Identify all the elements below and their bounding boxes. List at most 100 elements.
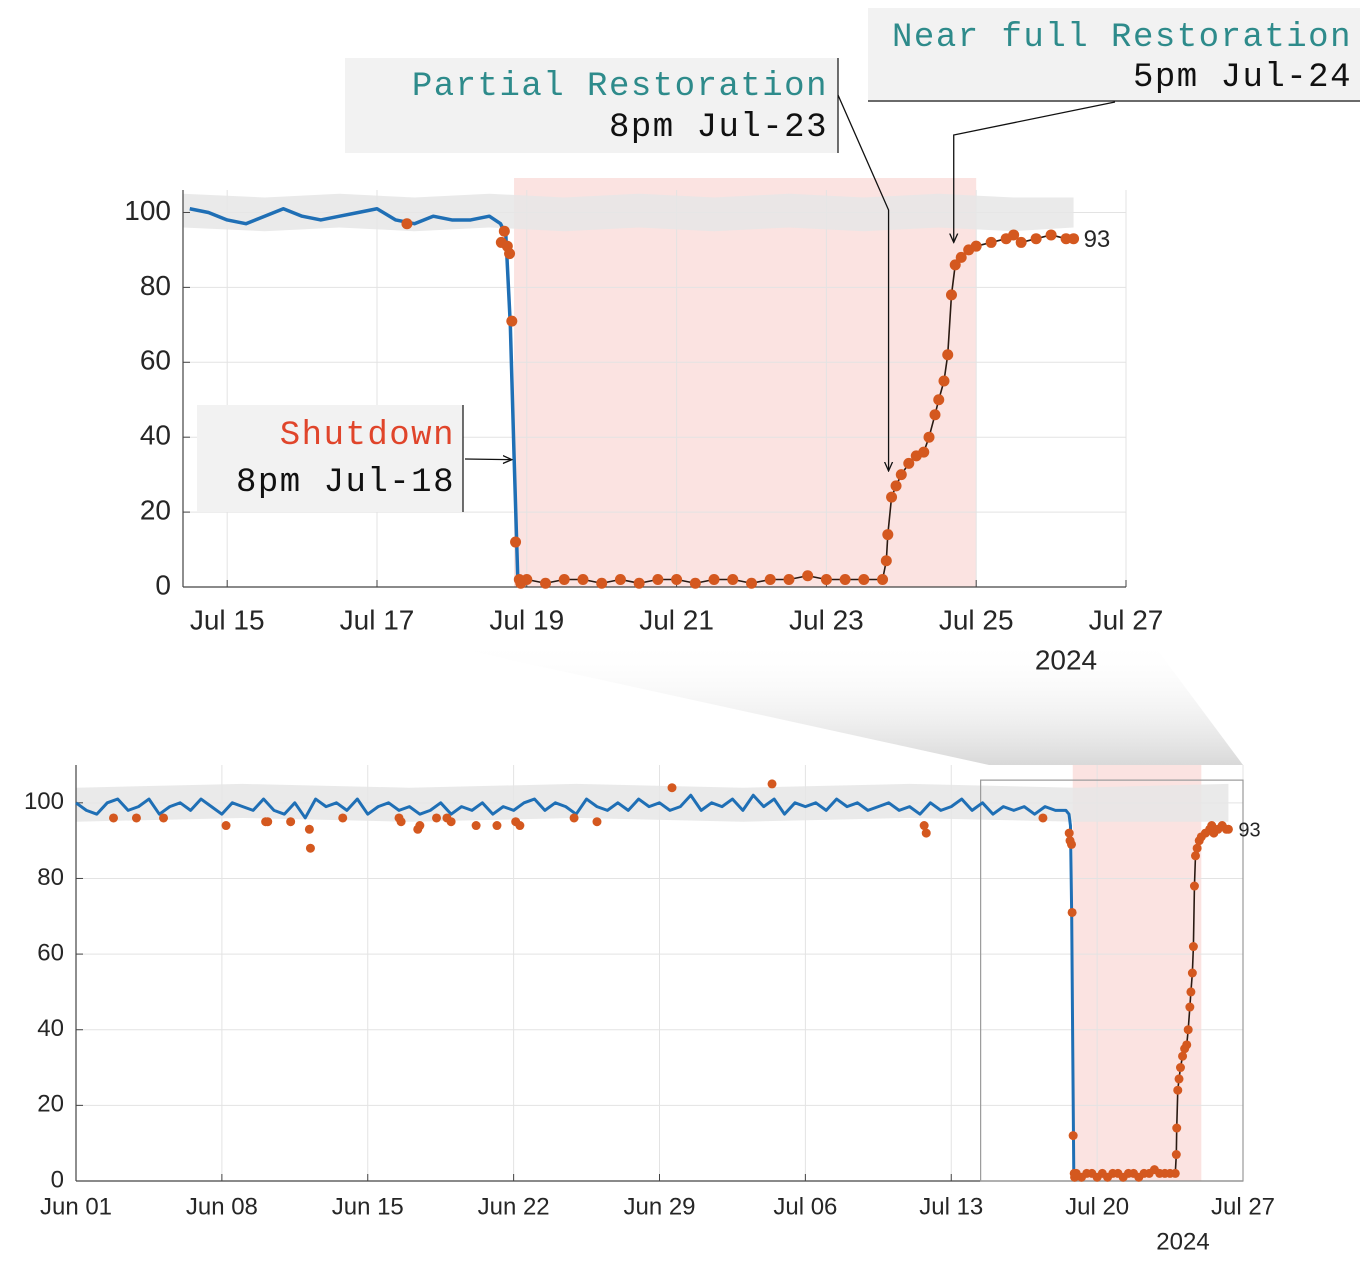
data-point [1187, 968, 1197, 978]
data-point [671, 574, 683, 586]
y-tick-label: 60 [140, 345, 171, 376]
end-value-label: 93 [1238, 820, 1260, 842]
data-point [929, 409, 941, 421]
series-line [189, 206, 520, 580]
data-point [1038, 813, 1048, 823]
expected-band [183, 193, 1074, 232]
x-tick-label: Jul 19 [489, 604, 564, 635]
x-tick-label: Jul 21 [639, 604, 714, 635]
data-point [1008, 229, 1020, 241]
data-point [131, 813, 141, 823]
x-tick-label: Jun 01 [40, 1193, 112, 1220]
data-point [1182, 1040, 1192, 1050]
annotation-time: 8pm Jul-23 [609, 109, 828, 147]
data-point [633, 577, 645, 589]
expected-band [76, 783, 1229, 822]
data-point [942, 349, 954, 361]
y-tick-label: 100 [24, 788, 64, 815]
data-point [955, 251, 967, 263]
data-point [1068, 233, 1080, 245]
data-point [858, 574, 870, 586]
data-point [558, 574, 570, 586]
data-point [882, 529, 894, 541]
data-point [667, 783, 677, 793]
data-point [839, 574, 851, 586]
data-point [498, 225, 510, 237]
data-point [432, 813, 442, 823]
data-point [1189, 881, 1199, 891]
data-point [923, 431, 935, 443]
data-point [918, 446, 930, 458]
data-point [1069, 1168, 1079, 1178]
x-tick-label: Jun 08 [186, 1193, 258, 1220]
x-tick-label: Jul 15 [190, 604, 265, 635]
data-point [1192, 843, 1202, 853]
data-point [159, 813, 169, 823]
data-point [1045, 229, 1057, 241]
data-point [1015, 236, 1027, 248]
x-tick-label: Jul 27 [1089, 604, 1164, 635]
annotation-time: 5pm Jul-24 [1133, 59, 1352, 97]
data-point [1178, 1051, 1188, 1061]
annotation-box [197, 405, 463, 512]
data-point [1190, 851, 1200, 861]
data-point [764, 574, 776, 586]
outage-span [514, 178, 977, 587]
y-tick-label: 20 [37, 1091, 64, 1118]
data-point [1066, 839, 1076, 849]
data-point [592, 817, 602, 827]
data-point [540, 577, 552, 589]
data-point [745, 577, 757, 589]
data-point [1064, 828, 1074, 838]
data-point [945, 289, 957, 301]
data-point [1067, 907, 1077, 917]
x-tick-label: Jul 27 [1211, 1193, 1275, 1220]
x-tick-label: Jun 15 [332, 1193, 404, 1220]
data-point [1170, 1168, 1180, 1178]
y-tick-label: 40 [37, 1015, 64, 1042]
y-tick-label: 80 [37, 864, 64, 891]
data-point [596, 577, 608, 589]
zoom-connector [420, 640, 1243, 765]
zoom-box [980, 779, 1244, 1182]
y-tick-label: 0 [51, 1166, 64, 1193]
data-point [880, 555, 892, 567]
data-point [577, 574, 589, 586]
annotation-arrow [837, 94, 889, 471]
data-point [802, 570, 814, 582]
annotation-title: Shutdown [280, 417, 455, 455]
series-line [75, 793, 1076, 1174]
end-value-label: 93 [1084, 226, 1111, 253]
data-point [820, 574, 832, 586]
data-point [1188, 942, 1198, 952]
data-point [689, 577, 701, 589]
data-point [415, 821, 425, 831]
data-point [338, 813, 348, 823]
x-tick-label: Jul 25 [939, 604, 1014, 635]
data-point [949, 259, 961, 271]
data-point [305, 843, 315, 853]
data-point [221, 821, 231, 831]
y-tick-label: 40 [140, 420, 171, 451]
data-point [1183, 1025, 1193, 1035]
data-point [970, 240, 982, 252]
data-point [1030, 233, 1042, 245]
annotation-title: Near full Restoration [892, 19, 1352, 57]
data-point [504, 248, 516, 260]
y-tick-label: 80 [140, 270, 171, 301]
data-point [510, 536, 522, 548]
data-point [652, 574, 664, 586]
data-point [727, 574, 739, 586]
x-tick-label: Jul 17 [340, 604, 415, 635]
data-point [708, 574, 720, 586]
data-point [1068, 1131, 1078, 1141]
annotation-box [345, 58, 838, 153]
annotation-box [868, 8, 1360, 100]
data-point [903, 457, 915, 469]
y-tick-label: 0 [155, 569, 171, 600]
y-tick-label: 20 [140, 494, 171, 525]
data-point [1171, 1150, 1181, 1160]
chart: 0 20 40 60 80 100 Jul 15 Jul 17 Jul 19 Jul 21 Jul … [124, 178, 1163, 675]
data-point [515, 821, 525, 831]
